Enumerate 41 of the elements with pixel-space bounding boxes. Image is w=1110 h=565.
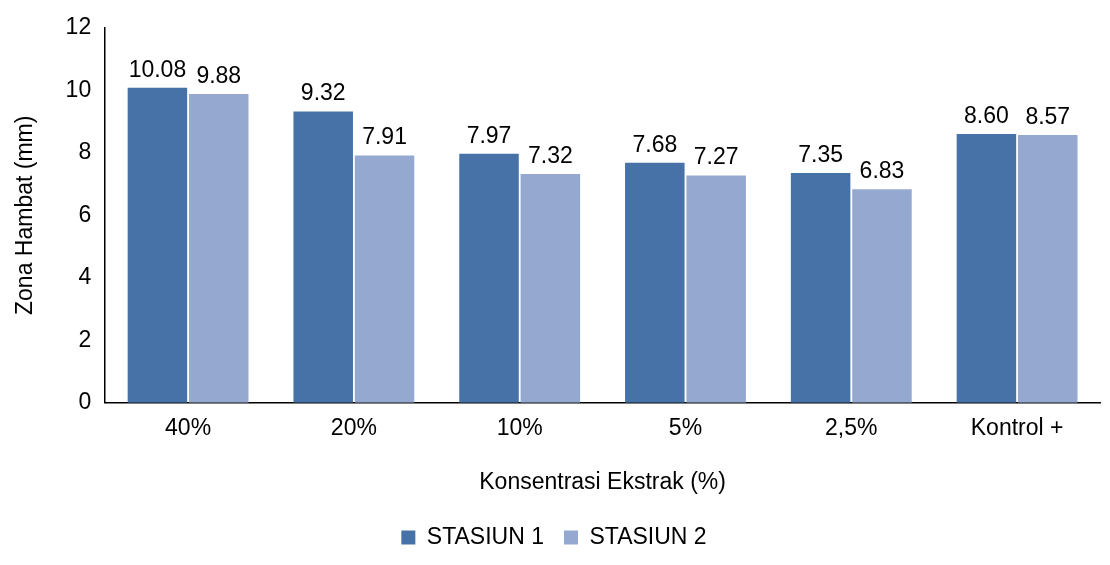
bar	[520, 174, 581, 403]
data-label: 7.97	[466, 121, 512, 148]
data-label: 9.32	[300, 79, 346, 106]
bar	[790, 173, 851, 403]
data-label: 7.32	[527, 141, 573, 168]
x-axis-title: Konsentrasi Ekstrak (%)	[479, 467, 726, 494]
bar	[459, 153, 519, 403]
x-tick-label: 20%	[330, 413, 377, 440]
x-tick-label: 10%	[496, 413, 543, 440]
data-label: 10.08	[128, 55, 187, 82]
bar	[1018, 134, 1078, 403]
bar	[852, 189, 912, 403]
legend-label: STASIUN 1	[426, 522, 544, 549]
x-tick-label: Kontrol +	[970, 413, 1064, 440]
bar	[956, 134, 1017, 403]
bar	[127, 87, 188, 403]
data-label: 7.35	[798, 140, 844, 167]
y-axis-title: Zona Hambat (mm)	[11, 115, 38, 315]
y-tick-label: 12	[65, 13, 92, 40]
data-label: 7.68	[632, 130, 678, 157]
y-tick-label: 4	[78, 263, 92, 290]
x-tick-label: 2,5%	[825, 413, 878, 440]
bar	[189, 94, 249, 403]
bar	[293, 111, 353, 403]
legend-label: STASIUN 2	[589, 522, 707, 549]
y-tick-label: 2	[78, 325, 92, 352]
data-label: 9.88	[196, 61, 242, 88]
data-label: 7.27	[693, 143, 739, 170]
bar	[625, 162, 685, 403]
y-tick-label: 0	[78, 388, 92, 415]
y-tick-label: 6	[78, 200, 92, 227]
y-tick-label: 10	[65, 75, 92, 102]
data-label: 8.57	[1025, 102, 1071, 129]
data-label: 8.60	[964, 101, 1009, 128]
data-label: 6.83	[859, 157, 905, 184]
y-tick-label: 8	[78, 138, 92, 165]
data-label: 7.91	[362, 123, 407, 150]
x-tick-label: 40%	[165, 413, 212, 440]
x-tick-label: 5%	[668, 413, 703, 440]
bar	[686, 175, 746, 403]
bar	[354, 155, 415, 403]
